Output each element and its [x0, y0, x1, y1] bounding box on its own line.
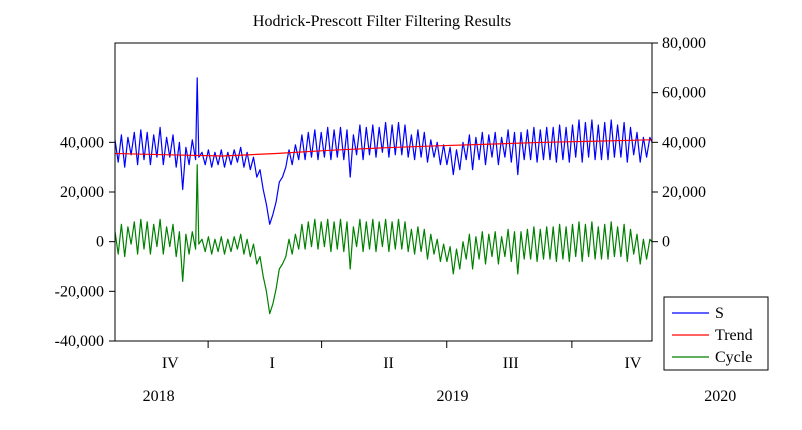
- left-tick-label: 0: [96, 234, 104, 251]
- quarter-label: I: [269, 355, 274, 372]
- plot-lines: [114, 77, 653, 315]
- series-line-s: [114, 77, 653, 225]
- series-line-cycle: [114, 164, 653, 315]
- left-tick-label: 40,000: [60, 134, 104, 151]
- legend: S Trend Cycle: [663, 296, 769, 371]
- year-label: 2020: [704, 388, 736, 405]
- quarter-label: III: [503, 355, 519, 372]
- left-tick-label: 20,000: [60, 184, 104, 201]
- left-axis: 40,000 20,000 0 -20,000 -40,000: [55, 134, 115, 350]
- chart-title: Hodrick-Prescott Filter Filtering Result…: [253, 13, 511, 30]
- series-line-trend: [114, 139, 653, 157]
- right-tick-label: 40,000: [662, 134, 706, 151]
- right-tick-label: 80,000: [662, 35, 706, 52]
- right-tick-label: 20,000: [662, 184, 706, 201]
- year-label: 2018: [143, 388, 175, 405]
- x-axis: IVIIIIIIIVI201820192020: [143, 341, 736, 405]
- plot-frame: [114, 42, 653, 342]
- legend-box: [663, 296, 769, 371]
- year-label: 2019: [437, 388, 469, 405]
- right-tick-label: 0: [662, 234, 670, 251]
- right-tick-label: 60,000: [662, 85, 706, 102]
- left-tick-label: -40,000: [55, 333, 104, 350]
- legend-label-s: S: [715, 305, 724, 322]
- legend-label-cycle: Cycle: [715, 349, 752, 366]
- quarter-label: IV: [162, 355, 179, 372]
- legend-label-trend: Trend: [715, 327, 753, 344]
- right-axis: 80,000 60,000 40,000 20,000 0: [652, 35, 706, 251]
- quarter-label: II: [383, 355, 394, 372]
- left-tick-label: -20,000: [55, 283, 104, 300]
- quarter-label: IV: [625, 355, 642, 372]
